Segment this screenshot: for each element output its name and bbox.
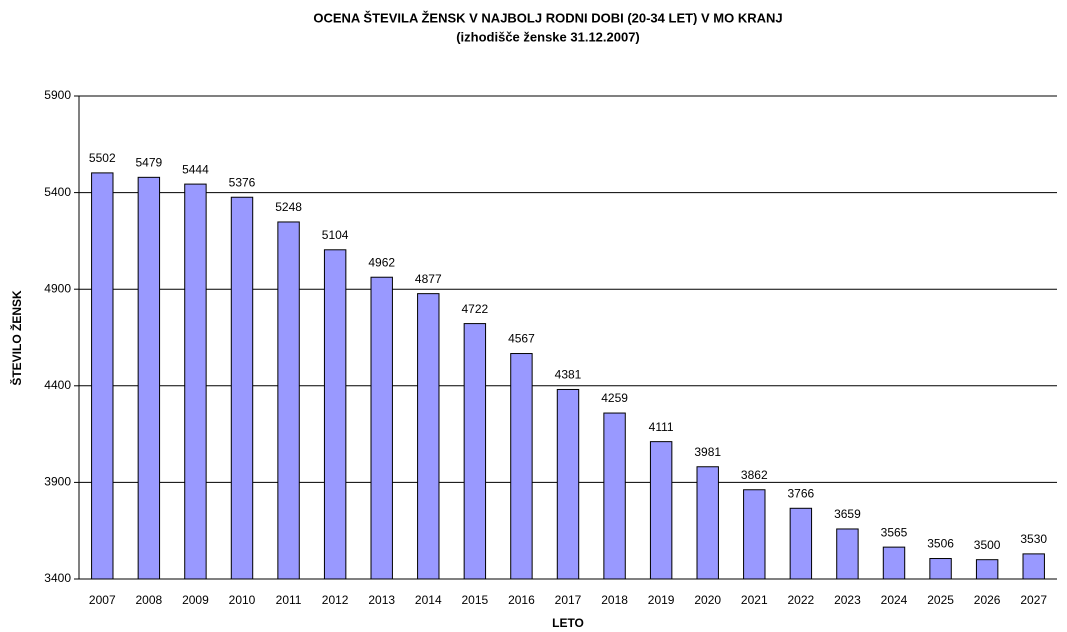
- data-label: 5502: [89, 151, 116, 165]
- x-tick-label: 2024: [881, 593, 908, 607]
- data-label: 3500: [974, 538, 1001, 552]
- data-label: 3506: [927, 537, 954, 551]
- x-tick-label: 2027: [1020, 593, 1047, 607]
- x-tick-label: 2021: [741, 593, 768, 607]
- x-tick-label: 2013: [368, 593, 395, 607]
- bar: [463, 323, 487, 580]
- data-label: 4877: [415, 272, 442, 286]
- bar: [510, 353, 533, 580]
- data-label: 4381: [555, 368, 582, 382]
- chart-title: OCENA ŠTEVILA ŽENSK V NAJBOLJ RODNI DOBI…: [313, 10, 782, 25]
- bar: [975, 559, 999, 580]
- data-label: 5444: [182, 162, 209, 176]
- bar: [370, 276, 393, 580]
- bar: [556, 388, 580, 580]
- bar: [836, 528, 859, 580]
- y-tick-label: 5400: [44, 185, 71, 199]
- y-tick-label: 5900: [44, 88, 71, 102]
- data-label: 5104: [322, 228, 349, 242]
- x-tick-label: 2019: [648, 593, 675, 607]
- data-label: 3659: [834, 507, 861, 521]
- data-label: 5376: [229, 175, 256, 189]
- y-tick-label: 3900: [44, 475, 71, 489]
- bar: [743, 489, 766, 580]
- bar: [929, 558, 952, 580]
- bar: [323, 249, 347, 580]
- bar: [184, 183, 207, 580]
- data-label: 3862: [741, 468, 768, 482]
- y-axis-title: ŠTEVILO ŽENSK: [9, 290, 24, 386]
- data-label: 4722: [462, 302, 489, 316]
- data-label: 5248: [275, 200, 302, 214]
- x-tick-label: 2026: [974, 593, 1001, 607]
- bar: [882, 546, 906, 580]
- x-tick-label: 2015: [462, 593, 489, 607]
- data-label: 3981: [694, 445, 721, 459]
- data-label: 4111: [649, 420, 674, 434]
- bar: [277, 221, 300, 580]
- x-tick-label: 2008: [136, 593, 163, 607]
- x-tick-label: 2022: [788, 593, 815, 607]
- data-label: 5479: [136, 156, 163, 170]
- x-tick-label: 2011: [276, 593, 302, 607]
- bar: [649, 441, 673, 580]
- x-tick-label: 2012: [322, 593, 349, 607]
- data-label: 3530: [1020, 532, 1047, 546]
- x-axis-title: LETO: [552, 616, 584, 630]
- y-tick-label: 3400: [44, 571, 71, 585]
- x-tick-label: 2009: [182, 593, 209, 607]
- x-tick-label: 2023: [834, 593, 861, 607]
- x-tick-label: 2007: [89, 593, 116, 607]
- data-label: 3565: [881, 525, 908, 539]
- y-tick-label: 4900: [44, 281, 71, 295]
- chart-subtitle: (izhodišče ženske 31.12.2007): [456, 29, 640, 44]
- data-label: 4962: [368, 255, 395, 269]
- data-label: 4259: [601, 391, 628, 405]
- data-label: 4567: [508, 332, 535, 346]
- x-tick-label: 2020: [694, 593, 721, 607]
- bar: [417, 293, 440, 580]
- bar: [1022, 553, 1045, 580]
- x-tick-label: 2010: [229, 593, 256, 607]
- data-label: 3766: [788, 486, 815, 500]
- bar: [789, 507, 813, 580]
- bar: [603, 412, 626, 580]
- y-tick-label: 4400: [44, 378, 71, 392]
- x-tick-label: 2016: [508, 593, 535, 607]
- bar: [230, 196, 254, 580]
- x-tick-label: 2017: [555, 593, 582, 607]
- bar: [91, 172, 114, 580]
- bar: [696, 466, 719, 580]
- x-tick-label: 2014: [415, 593, 442, 607]
- x-tick-label: 2025: [927, 593, 954, 607]
- bar: [137, 176, 161, 580]
- x-tick-label: 2018: [601, 593, 628, 607]
